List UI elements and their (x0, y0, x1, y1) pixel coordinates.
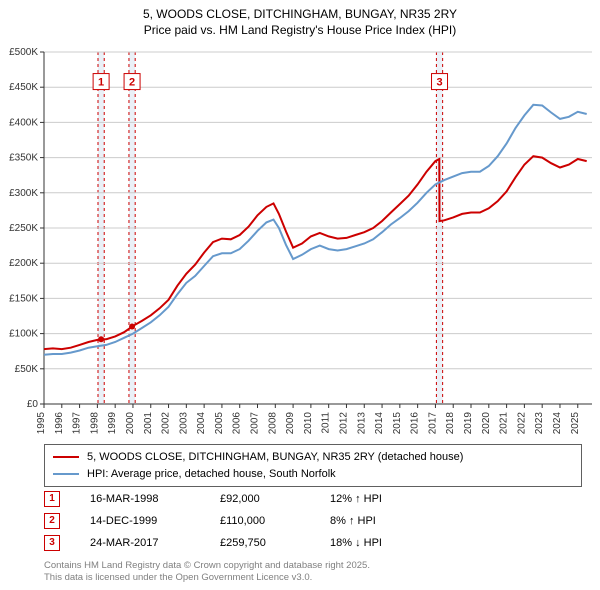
y-tick-label: £100K (9, 329, 38, 340)
x-tick-label: 2020 (481, 412, 492, 435)
x-tick-label: 2021 (499, 412, 510, 435)
x-tick-label: 2003 (178, 412, 189, 435)
x-tick-label: 2013 (356, 412, 367, 435)
legend-label: 5, WOODS CLOSE, DITCHINGHAM, BUNGAY, NR3… (87, 449, 463, 466)
y-tick-label: £300K (9, 188, 38, 199)
x-tick-label: 2006 (232, 412, 243, 435)
x-tick-label: 1997 (72, 412, 83, 435)
legend-swatch (53, 473, 79, 475)
legend-row: HPI: Average price, detached house, Sout… (53, 466, 573, 483)
series-price_paid (44, 156, 587, 349)
footnote: Contains HM Land Registry data © Crown c… (44, 560, 370, 585)
x-tick-label: 2004 (196, 412, 207, 435)
transaction-price: £259,750 (220, 537, 300, 549)
x-tick-label: 2017 (427, 412, 438, 435)
x-tick-label: 2000 (125, 412, 136, 435)
transaction-row: 1 16-MAR-1998 £92,000 12% ↑ HPI (44, 488, 430, 510)
transaction-marker: 1 (44, 491, 60, 507)
chart-marker-label: 2 (129, 77, 135, 89)
series-hpi (44, 105, 587, 355)
legend-label: HPI: Average price, detached house, Sout… (87, 466, 336, 483)
x-tick-label: 1999 (107, 412, 118, 435)
transaction-dot (98, 336, 104, 342)
y-tick-label: £350K (9, 153, 38, 164)
x-tick-label: 2011 (321, 412, 332, 434)
x-tick-label: 1996 (54, 412, 65, 435)
y-tick-label: £500K (9, 47, 38, 58)
transaction-price: £110,000 (220, 515, 300, 527)
x-tick-label: 2010 (303, 412, 314, 435)
x-tick-label: 2016 (410, 412, 421, 435)
transaction-date: 24-MAR-2017 (90, 537, 190, 549)
x-tick-label: 2008 (267, 412, 278, 435)
y-tick-label: £450K (9, 82, 38, 93)
transaction-date: 14-DEC-1999 (90, 515, 190, 527)
y-tick-label: £250K (9, 223, 38, 234)
y-tick-label: £50K (15, 364, 39, 375)
x-tick-label: 2002 (161, 412, 172, 435)
legend: 5, WOODS CLOSE, DITCHINGHAM, BUNGAY, NR3… (44, 444, 582, 487)
transaction-date: 16-MAR-1998 (90, 493, 190, 505)
y-tick-label: £150K (9, 293, 38, 304)
x-tick-label: 2009 (285, 412, 296, 435)
y-tick-label: £400K (9, 117, 38, 128)
x-tick-label: 2001 (143, 412, 154, 435)
legend-swatch (53, 456, 79, 458)
transaction-row: 3 24-MAR-2017 £259,750 18% ↓ HPI (44, 532, 430, 554)
x-tick-label: 2014 (374, 412, 385, 435)
x-tick-label: 2005 (214, 412, 225, 435)
x-tick-label: 2018 (445, 412, 456, 435)
chart-container: 5, WOODS CLOSE, DITCHINGHAM, BUNGAY, NR3… (0, 0, 600, 590)
transaction-hpi-delta: 18% ↓ HPI (330, 537, 430, 549)
chart-title: 5, WOODS CLOSE, DITCHINGHAM, BUNGAY, NR3… (0, 0, 600, 38)
transaction-price: £92,000 (220, 493, 300, 505)
x-tick-label: 2023 (534, 412, 545, 435)
footnote-line-1: Contains HM Land Registry data © Crown c… (44, 560, 370, 572)
transaction-marker: 2 (44, 513, 60, 529)
x-tick-label: 1995 (36, 412, 47, 435)
transaction-marker: 3 (44, 535, 60, 551)
transaction-dot (129, 324, 135, 330)
chart-marker-label: 3 (436, 77, 442, 89)
x-tick-label: 2012 (338, 412, 349, 435)
x-tick-label: 2015 (392, 412, 403, 435)
x-tick-label: 2025 (570, 412, 581, 435)
x-tick-label: 1998 (89, 412, 100, 435)
legend-row: 5, WOODS CLOSE, DITCHINGHAM, BUNGAY, NR3… (53, 449, 573, 466)
title-line-1: 5, WOODS CLOSE, DITCHINGHAM, BUNGAY, NR3… (0, 6, 600, 22)
line-chart: £0 £50K £100K £150K £200K £250K £300K £350K £400… (0, 40, 600, 440)
transaction-row: 2 14-DEC-1999 £110,000 8% ↑ HPI (44, 510, 430, 532)
y-tick-label: £200K (9, 258, 38, 269)
transaction-hpi-delta: 12% ↑ HPI (330, 493, 430, 505)
x-tick-label: 2007 (250, 412, 261, 435)
transaction-table: 1 16-MAR-1998 £92,000 12% ↑ HPI 2 14-DEC-1999… (44, 488, 430, 554)
footnote-line-2: This data is licensed under the Open Gov… (44, 572, 370, 584)
x-tick-label: 2022 (516, 412, 527, 435)
x-tick-label: 2024 (552, 412, 563, 435)
chart-marker-label: 1 (98, 77, 104, 89)
y-tick-label: £0 (27, 399, 39, 410)
title-line-2: Price paid vs. HM Land Registry's House … (0, 22, 600, 38)
transaction-hpi-delta: 8% ↑ HPI (330, 515, 430, 527)
x-tick-label: 2019 (463, 412, 474, 435)
